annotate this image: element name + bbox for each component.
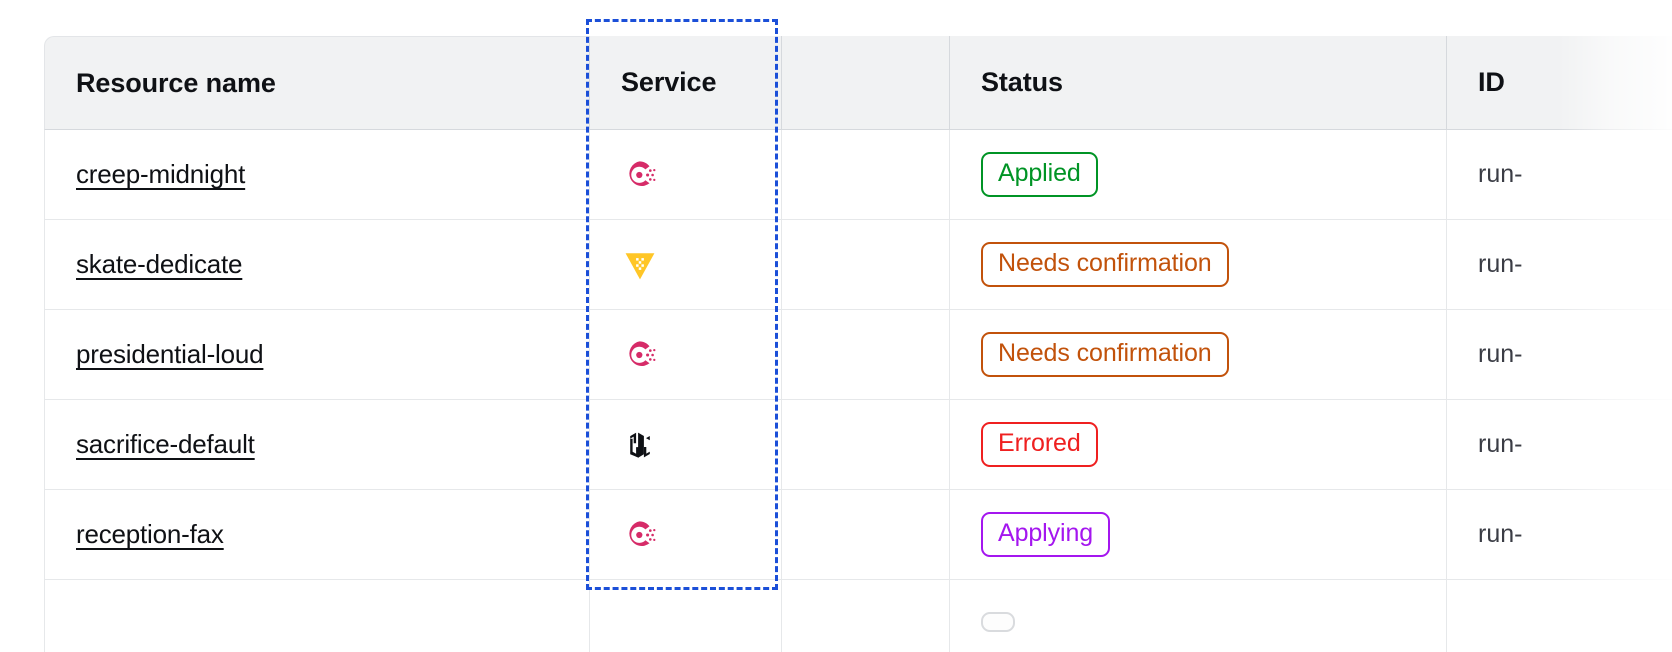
table-row-partial[interactable]: [44, 580, 1672, 652]
table-row[interactable]: reception-fax Applying run-: [44, 490, 1672, 580]
resource-name-link[interactable]: creep-midnight: [76, 159, 246, 189]
cell-id: run-: [1447, 310, 1672, 400]
cell-service: [590, 220, 782, 310]
cell-blank: [782, 220, 950, 310]
cell-blank: [782, 400, 950, 490]
column-header-resource-name[interactable]: Resource name: [44, 36, 590, 130]
table-row[interactable]: sacrifice-default Errored run-: [44, 400, 1672, 490]
resource-table: Resource name Service Status ID creep-mi…: [44, 36, 1672, 652]
cell-service: [590, 490, 782, 580]
column-header-service[interactable]: Service: [590, 36, 782, 130]
cell-resource-name: creep-midnight: [44, 130, 590, 220]
table-row[interactable]: presidential-loud Needs confirmation run-: [44, 310, 1672, 400]
cell-service: [590, 310, 782, 400]
cell-blank: [782, 580, 950, 652]
table-row[interactable]: skate-dedicate Needs confirmation run-: [44, 220, 1672, 310]
consul-icon: [624, 159, 781, 191]
cell-blank: [782, 310, 950, 400]
run-id-text: run-: [1478, 340, 1523, 368]
cell-status: Applied: [950, 130, 1447, 220]
consul-icon: [624, 339, 781, 371]
cell-resource-name: reception-fax: [44, 490, 590, 580]
cell-resource-name: skate-dedicate: [44, 220, 590, 310]
status-badge[interactable]: Applying: [981, 512, 1111, 557]
cell-service: [590, 130, 782, 220]
run-id-text: run-: [1478, 160, 1523, 188]
cell-id: run-: [1447, 130, 1672, 220]
table-row[interactable]: creep-midnight Applied run-: [44, 130, 1672, 220]
cell-status: [950, 580, 1447, 652]
run-id-text: run-: [1478, 250, 1523, 278]
cell-resource-name: presidential-loud: [44, 310, 590, 400]
vault-icon: [624, 249, 781, 281]
resource-name-link[interactable]: reception-fax: [76, 519, 224, 549]
resource-name-link[interactable]: sacrifice-default: [76, 429, 255, 459]
cell-service: [590, 400, 782, 490]
column-header-status[interactable]: Status: [950, 36, 1447, 130]
cell-status: Needs confirmation: [950, 220, 1447, 310]
cell-id: run-: [1447, 400, 1672, 490]
table-header: Resource name Service Status ID: [44, 36, 1672, 130]
status-badge[interactable]: Errored: [981, 422, 1098, 467]
status-badge[interactable]: Needs confirmation: [981, 242, 1229, 287]
run-id-text: run-: [1478, 520, 1523, 548]
cell-id: run-: [1447, 490, 1672, 580]
table-body: creep-midnight Applied run-skate-dedicate N…: [44, 130, 1672, 652]
cell-service: [590, 580, 782, 652]
hashicorp-icon: [624, 429, 781, 461]
cell-status: Errored: [950, 400, 1447, 490]
status-badge-partial: [981, 612, 1015, 632]
cell-status: Applying: [950, 490, 1447, 580]
table-header-row: Resource name Service Status ID: [44, 36, 1672, 130]
resource-name-link[interactable]: skate-dedicate: [76, 249, 243, 279]
cell-blank: [782, 130, 950, 220]
resource-table-container: Resource name Service Status ID creep-mi…: [44, 36, 1672, 652]
cell-id: [1447, 580, 1672, 652]
cell-resource-name: [44, 580, 590, 652]
cell-status: Needs confirmation: [950, 310, 1447, 400]
column-header-blank: [782, 36, 950, 130]
cell-blank: [782, 490, 950, 580]
resource-name-link[interactable]: presidential-loud: [76, 339, 264, 369]
consul-icon: [624, 519, 781, 551]
cell-resource-name: sacrifice-default: [44, 400, 590, 490]
status-badge[interactable]: Applied: [981, 152, 1098, 197]
column-header-id[interactable]: ID: [1447, 36, 1672, 130]
status-badge[interactable]: Needs confirmation: [981, 332, 1229, 377]
run-id-text: run-: [1478, 430, 1523, 458]
cell-id: run-: [1447, 220, 1672, 310]
